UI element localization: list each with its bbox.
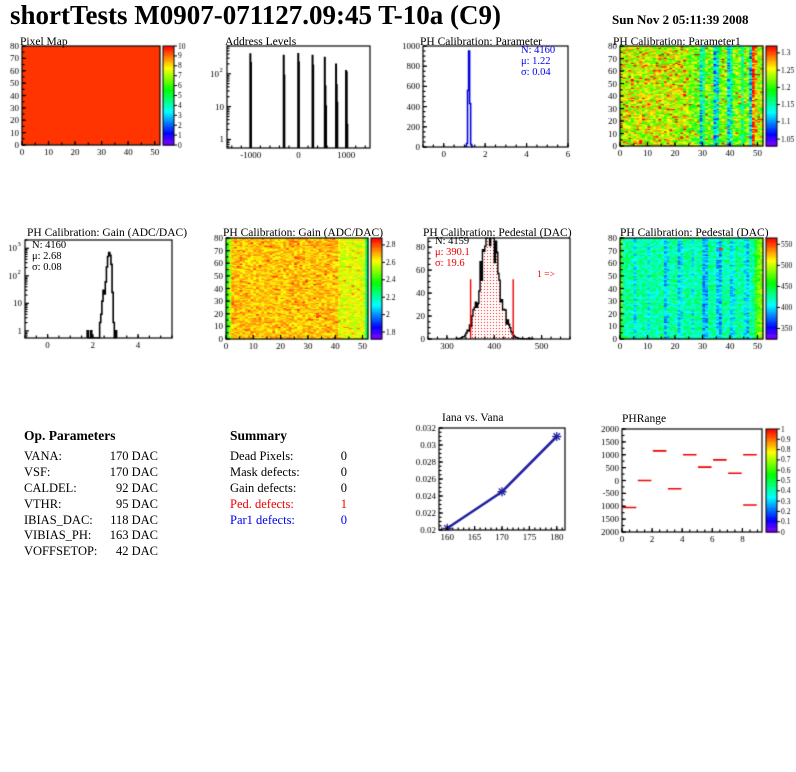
summary-heading: Summary xyxy=(230,428,287,443)
op-parameters-heading: Op. Parameters xyxy=(24,428,116,443)
stat-mu: μ: 1.22 xyxy=(521,56,551,67)
op-parameter-row: VTHR: 95 DAC xyxy=(24,497,158,513)
plot-title-ph-parameter1: PH Calibration: Parameter1 xyxy=(613,36,741,48)
param-value: 92 DAC xyxy=(115,480,158,495)
page-title: shortTests M0907-071127.09:45 T-10a (C9) xyxy=(10,0,502,30)
param-label: VSF: xyxy=(24,464,51,479)
op-parameter-row: VANA: 170 DAC xyxy=(24,449,158,465)
plot-title-ph-parameter: PH Calibration: Parameter xyxy=(420,36,542,48)
op-parameter-row: CALDEL: 92 DAC xyxy=(24,481,158,497)
plot-title-pixel-map: Pixel Map xyxy=(20,36,68,48)
stat-n: N: 4159 xyxy=(435,236,470,247)
pedestal-stats: N: 4159 μ: 390.1 σ: 19.6 xyxy=(435,236,470,269)
op-parameter-row: VOFFSETOP: 42 DAC xyxy=(24,544,158,560)
param-value: 118 DAC xyxy=(110,512,158,527)
stat-n: N: 4160 xyxy=(32,240,67,251)
param-label: VANA: xyxy=(24,449,62,463)
summary-row: Gain defects: 0 xyxy=(230,481,347,497)
parameter-stats: N: 4160 μ: 1.22 σ: 0.04 xyxy=(521,45,555,78)
summary-block: Summary Dead Pixels: 0 Mask defects: 0 Gai… xyxy=(230,428,347,528)
summary-row-ped-defects: Ped. defects: 1 xyxy=(230,497,347,513)
param-label: IBIAS_DAC: xyxy=(24,512,93,527)
param-value: 170 DAC xyxy=(109,464,158,479)
summary-value: 0 xyxy=(340,512,347,527)
param-label: VOFFSETOP: xyxy=(24,544,98,559)
op-parameters-block: Op. Parameters VANA: 170 DAC VSF: 170 DAC … xyxy=(24,428,158,560)
op-parameter-row: VIBIAS_PH: 163 DAC xyxy=(24,528,158,544)
pedestal-defect-arrow: 1 => xyxy=(537,270,555,280)
gain-stats: N: 4160 μ: 2.68 σ: 0.08 xyxy=(32,240,66,273)
stat-mu: μ: 2.68 xyxy=(32,251,62,262)
plot-title-gain-hist: PH Calibration: Gain (ADC/DAC) xyxy=(27,227,188,239)
stat-n: N: 4160 xyxy=(521,45,556,56)
summary-row: Mask defects: 0 xyxy=(230,465,347,481)
param-label: CALDEL: xyxy=(24,480,77,495)
stat-sigma: σ: 0.08 xyxy=(32,262,62,273)
summary-label: Dead Pixels: xyxy=(230,449,294,463)
summary-label: Gain defects: xyxy=(230,480,297,495)
plot-title-ped-hist: PH Calibration: Pedestal (DAC) xyxy=(423,227,572,239)
param-value: 42 DAC xyxy=(115,544,158,559)
param-label: VIBIAS_PH: xyxy=(24,528,92,543)
summary-label: Mask defects: xyxy=(230,464,300,479)
summary-value: 0 xyxy=(340,449,347,463)
op-parameter-row: VSF: 170 DAC xyxy=(24,465,158,481)
op-parameter-row: IBIAS_DAC: 118 DAC xyxy=(24,513,158,529)
stat-sigma: σ: 19.6 xyxy=(435,258,465,269)
stat-sigma: σ: 0.04 xyxy=(521,67,551,78)
param-label: VTHR: xyxy=(24,496,62,511)
param-value: 163 DAC xyxy=(109,528,158,543)
summary-label: Par1 defects: xyxy=(230,512,295,527)
summary-value: 1 xyxy=(340,496,347,511)
plot-title-gain-map: PH Calibration: Gain (ADC/DAC) xyxy=(223,227,384,239)
plot-title-ped-map: PH Calibration: Pedestal (DAC) xyxy=(620,227,769,239)
plot-title-iana-vs-vana: Iana vs. Vana xyxy=(442,412,504,424)
param-value: 170 DAC xyxy=(109,449,158,463)
plot-title-address-levels: Address Levels xyxy=(225,36,297,48)
summary-row: Dead Pixels: 0 xyxy=(230,449,347,465)
stat-mu: μ: 390.1 xyxy=(435,247,470,258)
summary-row-par1-defects: Par1 defects: 0 xyxy=(230,513,347,529)
param-value: 95 DAC xyxy=(115,496,158,511)
plot-title-phrange: PHRange xyxy=(622,413,667,425)
summary-value: 0 xyxy=(340,464,347,479)
summary-label: Ped. defects: xyxy=(230,496,294,511)
summary-value: 0 xyxy=(340,480,347,495)
timestamp: Sun Nov 2 05:11:39 2008 xyxy=(612,12,749,27)
